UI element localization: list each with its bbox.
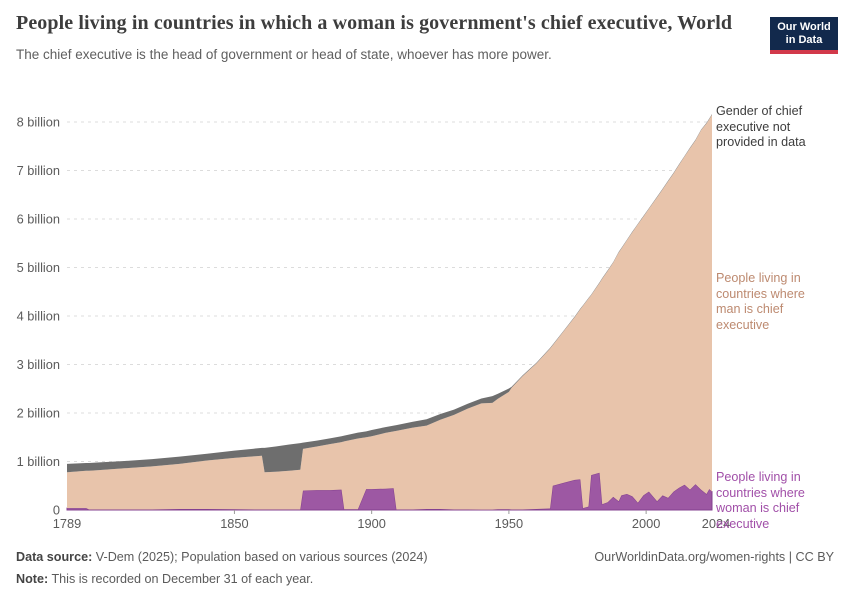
area-man-chief-executive — [67, 114, 712, 510]
owid-logo: Our World in Data — [770, 17, 838, 54]
annotation-woman-chief-executive: People living in countries where woman i… — [716, 470, 805, 531]
note-line: Note: This is recorded on December 31 of… — [16, 568, 834, 590]
chart-subtitle: The chief executive is the head of gover… — [16, 47, 552, 62]
y-axis-label: 5 billion — [17, 260, 60, 275]
y-axis-label: 0 — [53, 503, 60, 518]
annotation-man-chief-executive: People living in countries where man is … — [716, 271, 805, 332]
x-axis-label: 1850 — [220, 516, 248, 531]
owid-logo-line2: in Data — [785, 34, 823, 46]
x-axis-label: 2000 — [632, 516, 660, 531]
x-axis-label: 1950 — [495, 516, 523, 531]
x-axis-label: 1789 — [53, 516, 81, 531]
y-axis-label: 3 billion — [17, 357, 60, 372]
y-axis-label: 6 billion — [17, 212, 60, 227]
data-source-text: V-Dem (2025); Population based on variou… — [92, 550, 428, 564]
data-source-label: Data source: — [16, 550, 93, 564]
chart-header: People living in countries in which a wo… — [16, 10, 756, 63]
note-label: Note: — [16, 572, 49, 586]
owid-logo-line1: Our World — [777, 21, 831, 33]
y-axis-label: 2 billion — [17, 406, 60, 421]
chart-area: 0 1 billion 2 billion 3 billion 4 billion 5 b… — [17, 114, 730, 531]
x-axis-label: 2024 — [702, 516, 730, 531]
data-source-line: Data source: V-Dem (2025); Population ba… — [16, 546, 834, 568]
owid-link[interactable]: OurWorldinData.org/women-rights | CC BY — [594, 550, 834, 564]
chart-title: People living in countries in which a wo… — [16, 12, 733, 34]
annotation-gender-not-provided: Gender of chief executive not provided i… — [716, 104, 806, 149]
x-axis-label: 1900 — [357, 516, 385, 531]
y-axis-label: 4 billion — [17, 309, 60, 324]
note-text: This is recorded on December 31 of each … — [48, 572, 314, 586]
y-axis-label: 8 billion — [17, 115, 60, 130]
y-axis-label: 1 billion — [17, 454, 60, 469]
y-axis-label: 7 billion — [17, 163, 60, 178]
chart-footer: Data source: V-Dem (2025); Population ba… — [16, 546, 834, 590]
